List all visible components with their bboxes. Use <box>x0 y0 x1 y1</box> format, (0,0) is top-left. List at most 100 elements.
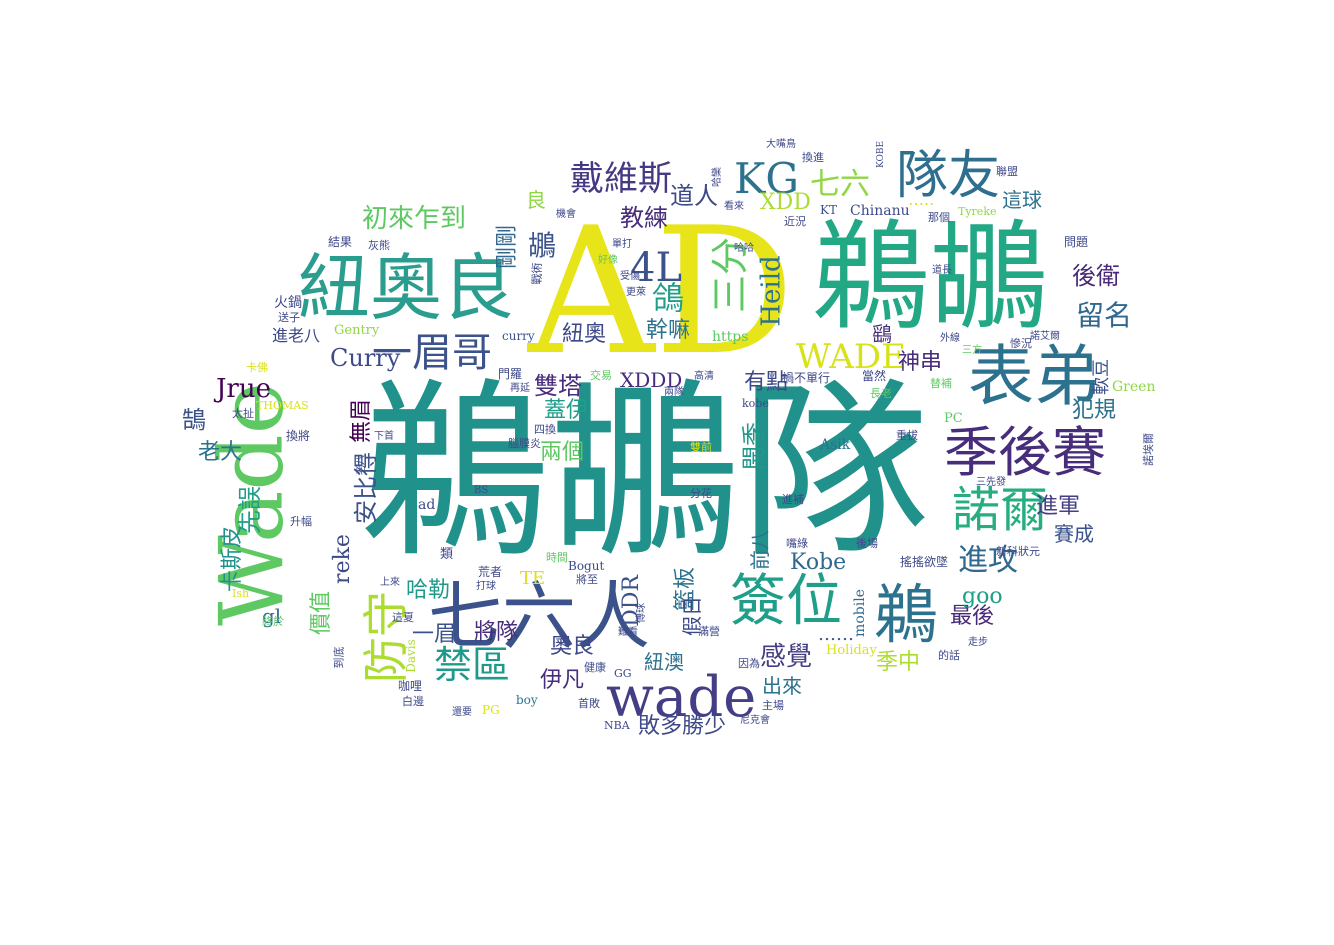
word-small-23: 時間 <box>546 551 568 564</box>
word-foul: 犯規 <box>1072 398 1117 423</box>
word-small-73: 哈哈 <box>734 243 754 254</box>
word-coach: 教練 <box>620 204 668 232</box>
word-small-58: 新科狀元 <box>996 545 1040 558</box>
word-small-48: 當然 <box>862 369 887 383</box>
word-small-49: 禍不單行 <box>782 371 831 385</box>
word-heild: Heild <box>756 255 787 327</box>
word-te: TE <box>520 568 546 589</box>
word-kt: KT <box>820 203 837 217</box>
word-small-31: 兩隊 <box>664 387 684 398</box>
word-small-30: 再延 <box>510 383 530 394</box>
word-small-26: 雙前 <box>690 441 712 454</box>
word-new-orleans-alt: 紐澳 <box>644 650 684 674</box>
word-small-24: 腦膜炎 <box>508 437 541 450</box>
word-kobe-caps: KOBE <box>876 140 887 169</box>
word-what-for: 幹嘛 <box>646 318 691 343</box>
word-orleans-short: 奧良 <box>550 634 595 659</box>
word-small-9: 升幅 <box>290 515 312 528</box>
word-nba: NBA <box>604 719 630 732</box>
word-advance: 進軍 <box>1036 494 1081 519</box>
word-small-22: 將至 <box>576 573 598 586</box>
word-yao: 鷂 <box>872 322 892 346</box>
word-small-12: 咖哩 <box>398 679 423 693</box>
word-small-74: 哈欒 <box>712 167 723 187</box>
word-small-38: 近況 <box>784 215 806 228</box>
word-small-67: 難看 <box>618 627 638 638</box>
word-asik: Asik <box>820 437 851 453</box>
word-small-53: 三先發 <box>976 477 1006 488</box>
word-pg: PG <box>482 703 500 717</box>
word-tyreke: Tyreke <box>958 205 997 218</box>
word-finally: 最後 <box>950 604 995 629</box>
word-small-69: 長老 <box>870 387 892 400</box>
word-curry: Curry <box>330 344 401 372</box>
word-76ers: 七六人 <box>428 574 650 660</box>
word-https: https <box>712 329 749 345</box>
word-this-ball: 這球 <box>1002 188 1042 212</box>
word-small-70: 外線 <box>940 333 960 344</box>
word-small-68: 傳球 <box>636 603 647 623</box>
word-defense: 防守 <box>359 591 413 683</box>
word-small-2: 火鍋 <box>274 295 302 311</box>
word-small-7: 太扯 <box>232 407 254 420</box>
word-ish: Ish <box>232 587 250 600</box>
word-offense: 進攻 <box>958 543 1018 578</box>
word-small-60: 走步 <box>968 637 988 648</box>
word-feeling: 感覺 <box>760 642 813 672</box>
word-xdd: XDD <box>760 190 811 215</box>
word-twin-towers: 雙塔 <box>534 372 582 400</box>
word-come-out: 出來 <box>762 674 802 698</box>
word-thomas: THOMAS <box>256 399 309 412</box>
word-small-13: 白邊 <box>402 695 424 708</box>
word-small-4: 結果 <box>328 235 353 249</box>
word-bs: BS <box>474 485 489 496</box>
word-jrue: Jrue <box>216 374 271 404</box>
word-pc: PC <box>944 411 963 426</box>
word-small-29: 交易 <box>590 369 612 382</box>
word-small-28: 門羅 <box>498 367 523 381</box>
word-small-42: 那個 <box>928 211 950 224</box>
word-reke: reke <box>329 534 355 584</box>
word-new-orleans: 紐奧良 <box>298 246 515 330</box>
word-ad: AD <box>528 191 795 394</box>
word-match-made: 賽成 <box>1054 522 1094 546</box>
word-kobe-cap: Kobe <box>790 550 847 575</box>
word-small-57: 搖搖欲墜 <box>900 555 949 569</box>
word-small-62: 滿營 <box>698 625 720 638</box>
word-small-39: 換進 <box>802 151 824 164</box>
word-noel: 諾爾 <box>952 482 1049 538</box>
word-value: 價值 <box>309 590 335 636</box>
word-liang: 良 <box>526 188 546 212</box>
word-kg: KG <box>734 154 799 203</box>
word-god-thread: 神串 <box>898 350 943 375</box>
word-small-71: 受傷 <box>620 271 640 282</box>
word-pelicans-team: 鵜鶘隊 <box>360 362 931 583</box>
word-first-arrival: 初來乍到 <box>362 204 467 234</box>
word-small-16: 下首 <box>374 431 394 442</box>
word-teammate: 隊友 <box>896 146 1001 206</box>
word-leave-name: 留名 <box>1076 299 1133 332</box>
word-small-66: 尼克會 <box>740 715 770 726</box>
word-cousin: 表弟 <box>968 338 1100 415</box>
word-seventy-six: 七六 <box>810 167 870 202</box>
word-small-35: 機會 <box>556 209 576 220</box>
word-small-64: 首敗 <box>578 697 600 710</box>
word-small-10: 終於 <box>262 615 284 628</box>
word-harris: 哈勒 <box>406 578 451 603</box>
word-gl: gl <box>262 604 282 628</box>
word-small-6: 卡佛 <box>246 361 268 374</box>
word-small-50: 替補 <box>930 377 952 390</box>
word-a-bit: 有點 <box>744 370 789 395</box>
word-small-54: 進補 <box>782 493 804 506</box>
word-small-8: 換將 <box>286 429 311 443</box>
word-guard: 後衛 <box>1072 262 1120 290</box>
word-small-20: 打球 <box>476 581 496 592</box>
word-dove: 鴿 <box>652 279 685 317</box>
word-small-41: 聯盟 <box>996 165 1018 178</box>
word-gentry: Gentry <box>334 323 380 338</box>
word-gg: GG <box>614 667 632 680</box>
word-ad-lower: ad <box>418 497 436 513</box>
word-just-now: 剛剛 <box>495 224 521 270</box>
word-top-eight: 前八 <box>748 530 772 570</box>
